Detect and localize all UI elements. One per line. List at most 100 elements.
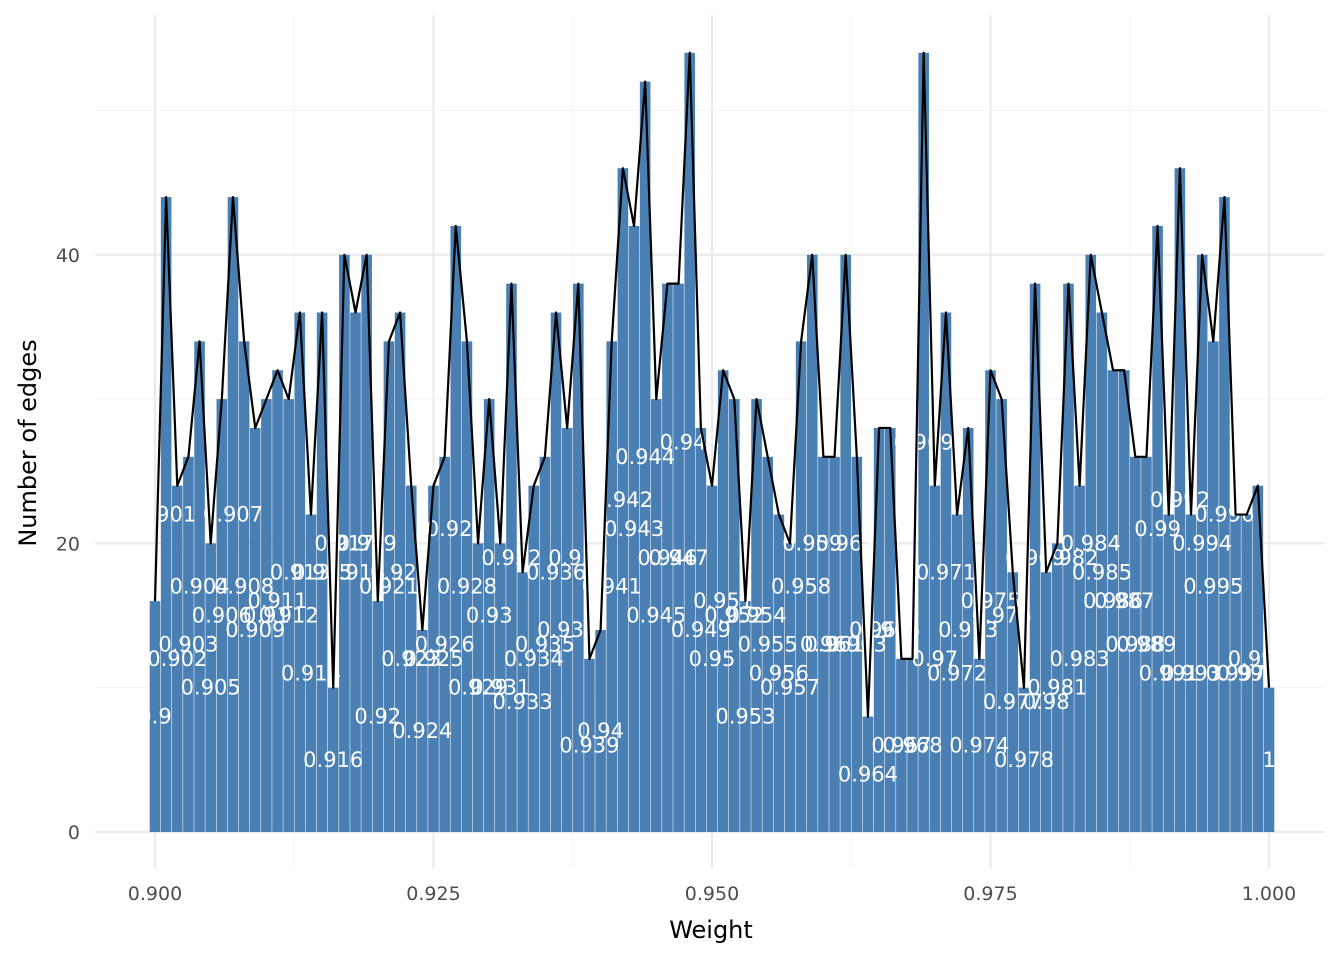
bar-data-label: 0.925: [403, 647, 463, 671]
bar-data-label: 0.968: [882, 733, 942, 757]
histogram-bar: [662, 283, 673, 832]
histogram-bar: [160, 197, 172, 832]
bar-data-label: 0.943: [604, 517, 664, 541]
bar-data-label: 0.93: [466, 604, 513, 628]
bar-data-label: 1: [1262, 748, 1275, 772]
bar-data-label: 0.951: [693, 589, 753, 613]
histogram-bar: [996, 399, 1007, 832]
bar-data-label: 0.944: [615, 445, 675, 469]
histogram-bar: [1096, 312, 1108, 832]
bar-data-label: 0.997: [1206, 661, 1266, 685]
bar-data-label: 0.971: [916, 560, 976, 584]
histogram-bar: [149, 601, 161, 832]
bar-data-label: 0.906: [192, 604, 252, 628]
bar-data-label: 0.952: [704, 604, 764, 628]
histogram-bar: [1130, 456, 1141, 832]
histogram-bar: [361, 254, 372, 833]
histogram-bar: [483, 399, 495, 832]
bar-data-label: 0.958: [771, 575, 831, 599]
bar-data-label: 0.956: [749, 661, 809, 685]
histogram-bar: [194, 341, 205, 832]
bar-data-label: 0.914: [281, 661, 341, 685]
bar-data-label: 0.923: [381, 647, 441, 671]
histogram-bar: [617, 168, 629, 833]
bar-data-label: 0.988: [1105, 632, 1165, 656]
bars: [149, 52, 1275, 833]
frequency-polyline: [153, 51, 1271, 718]
frequency-line: [153, 51, 1271, 718]
bar-data-label: 0.939: [559, 733, 619, 757]
bar-data-label: 0.97: [911, 647, 958, 671]
histogram-bar: [974, 658, 985, 832]
histogram-bar: [461, 341, 473, 832]
bar-data-label: 0.957: [760, 676, 820, 700]
bar-data-label: 0.905: [181, 676, 241, 700]
histogram-bar: [1252, 485, 1264, 832]
histogram-bar: [762, 456, 773, 832]
histogram-bar: [951, 514, 963, 832]
bar-data-label: 0.908: [214, 575, 274, 599]
bar-data-label: 0.932: [481, 546, 541, 570]
histogram-bar: [1208, 341, 1219, 832]
bar-data-label: 0.969: [894, 430, 954, 454]
histogram-bar: [472, 543, 484, 832]
bar-data-label: 0.99: [1134, 517, 1181, 541]
bar-data-label: 0.984: [1061, 531, 1121, 555]
histogram-bar: [439, 456, 450, 832]
histogram-bar: [1219, 197, 1230, 832]
histogram-bar: [717, 370, 729, 832]
histogram-bar: [840, 254, 851, 833]
bar-data-label: 0.992: [1150, 488, 1210, 512]
histogram-bar: [316, 312, 328, 832]
x-tick-label: 0.925: [406, 883, 460, 905]
bar-data-label: 0.904: [169, 575, 229, 599]
x-tick-label: 0.900: [128, 883, 182, 905]
histogram-bar: [383, 341, 395, 832]
histogram-bar: [651, 399, 662, 832]
histogram-bar: [417, 629, 428, 832]
bar-data-label: 0.959: [782, 531, 842, 555]
bar-data-label: 0.942: [593, 488, 653, 512]
data-labels: 0.90.9010.9020.9030.9040.9050.9060.9070.…: [136, 430, 1288, 786]
histogram-bar: [1007, 572, 1019, 832]
histogram-bar: [918, 52, 929, 832]
bar-data-label: 0.972: [927, 661, 987, 685]
histogram-bar: [907, 658, 918, 832]
y-tick-label: 20: [56, 533, 80, 555]
histogram-bar: [238, 341, 250, 832]
histogram-bar: [1163, 514, 1175, 832]
histogram-bar: [1063, 283, 1074, 832]
bar-data-label: 0.926: [415, 632, 475, 656]
histogram-bar: [795, 341, 807, 832]
histogram-bar: [628, 225, 640, 832]
histogram-bar: [261, 399, 272, 832]
x-tick-label: 1.000: [1242, 883, 1296, 905]
bar-data-label: 0.967: [871, 733, 931, 757]
histogram-bar: [818, 456, 829, 832]
bar-data-label: 0.916: [303, 748, 363, 772]
bar-data-label: 0.989: [1116, 632, 1176, 656]
bar-data-label: 0.9: [138, 705, 171, 729]
histogram-bar: [606, 341, 618, 832]
histogram-bar: [985, 370, 996, 832]
bar-data-label: 0.964: [838, 762, 898, 786]
bar-data-label: 0.981: [1027, 676, 1087, 700]
histogram-bar: [183, 456, 194, 832]
bar-data-label: 0.974: [949, 733, 1009, 757]
bar-data-label: 0.92: [354, 705, 401, 729]
histogram-bar: [528, 485, 540, 832]
histogram-bar: [1107, 370, 1119, 832]
histogram-bar: [272, 370, 283, 832]
histogram-bar: [1196, 254, 1208, 833]
x-tick-label: 0.975: [963, 883, 1017, 905]
histogram-bar: [1029, 283, 1041, 832]
bar-data-label: 0.935: [515, 632, 575, 656]
bar-data-label: 0.975: [960, 589, 1020, 613]
histogram-bar: [305, 514, 317, 832]
histogram-bar: [205, 543, 216, 832]
histogram-bar: [550, 312, 562, 832]
histogram-bar: [394, 312, 406, 832]
y-axis-title: Number of edges: [14, 339, 42, 546]
histogram-bar: [1230, 514, 1241, 832]
